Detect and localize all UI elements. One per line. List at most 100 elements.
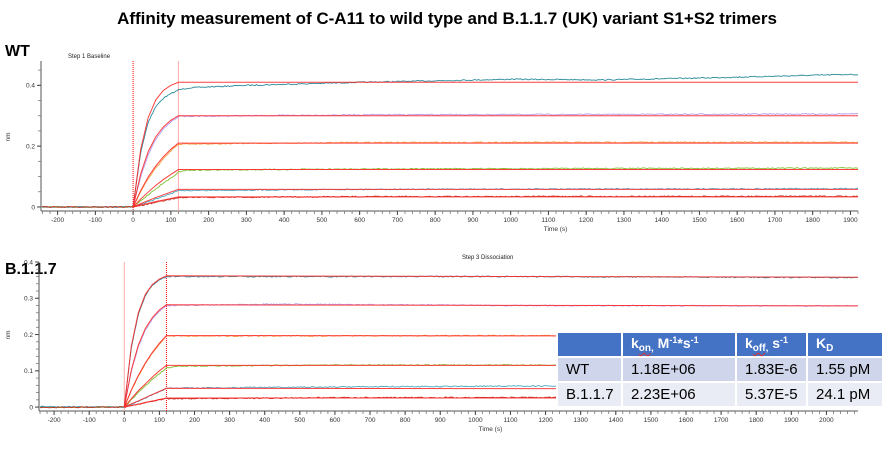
x-tick-label: 1500 <box>692 217 707 224</box>
x-tick-label: 200 <box>189 417 200 424</box>
x-tick-label: 1300 <box>617 217 632 224</box>
figure-title: Affinity measurement of C-A11 to wild ty… <box>117 9 777 28</box>
cell-kon: 2.23E+06 <box>621 381 737 408</box>
x-tick-label: 1200 <box>538 417 553 424</box>
kon-k: k <box>631 335 639 351</box>
step-annotation: Step 1 Baseline <box>68 54 111 60</box>
header-blank <box>556 331 623 358</box>
x-tick-label: 700 <box>392 217 403 224</box>
y-tick-label: 0 <box>31 204 35 211</box>
x-tick-label: 800 <box>400 417 411 424</box>
data-trace-4 <box>41 167 859 208</box>
x-tick-label: 1100 <box>541 217 555 224</box>
cell-kd: 1.55 pM <box>806 356 884 383</box>
wt-sensorgram-chart: 0 0.2 0.4 -200 -100 0 100 200 300 400 500 600 700 800… <box>5 54 859 233</box>
x-tick-label: -200 <box>51 217 64 224</box>
kon-unit: M <box>653 335 670 351</box>
fit-curve-2 <box>132 115 858 208</box>
x-tick-label: -100 <box>83 417 96 424</box>
kon-mid: *s <box>677 335 691 351</box>
kon-exp2: -1 <box>690 335 699 345</box>
x-tick-label: 1000 <box>468 417 483 424</box>
header-koff: koff, s-1 <box>735 331 808 358</box>
fit-curve-2 <box>123 304 859 408</box>
x-tick-label: 1900 <box>843 217 858 224</box>
x-tick-label: 900 <box>467 217 478 224</box>
koff-k: k <box>745 335 753 351</box>
x-tick-label: 0 <box>122 417 126 424</box>
fit-curve-1 <box>123 275 859 408</box>
x-tick-label: 800 <box>430 217 441 224</box>
kinetics-table: kon, M-1*s-1 koff, s-1 KD WT 1.18E+06 1.… <box>556 331 884 408</box>
data-trace-2 <box>41 112 859 209</box>
fit-curve-1 <box>132 81 858 208</box>
x-tick-label: 100 <box>165 217 176 224</box>
step-annotation: Step 3 Dissociation <box>462 255 513 261</box>
x-tick-label: 1700 <box>714 417 729 424</box>
cell-kd: 24.1 pM <box>806 381 884 408</box>
y-tick-label: 0.4 <box>24 259 33 266</box>
x-tick-label: 1400 <box>609 417 624 424</box>
panel-label-wt: WT <box>5 43 30 60</box>
x-tick-label: 700 <box>365 417 376 424</box>
x-tick-label: 0 <box>131 217 135 224</box>
y-axis-label: nm <box>5 132 12 141</box>
kon-sub: on, <box>638 343 654 354</box>
x-tick-label: 1800 <box>805 217 820 224</box>
x-tick-label: -100 <box>89 217 102 224</box>
y-tick-label: 0 <box>29 404 33 411</box>
cell-name: B.1.1.7 <box>556 381 623 408</box>
x-tick-label: 300 <box>241 217 252 224</box>
fit-curve-3 <box>132 142 858 208</box>
x-tick-label: 1500 <box>644 417 659 424</box>
x-tick-label: 400 <box>259 417 270 424</box>
fit-curve-3 <box>123 335 859 408</box>
x-tick-label: 2000 <box>819 417 834 424</box>
x-tick-label: 1100 <box>503 417 517 424</box>
x-axis-label: Time (s) <box>479 426 503 433</box>
x-tick-label: 300 <box>224 417 235 424</box>
y-tick-label: 0.2 <box>24 332 33 339</box>
koff-sub: off, <box>752 343 769 354</box>
cell-name: WT <box>556 356 623 383</box>
fit-curve-5 <box>132 188 858 208</box>
x-tick-label: 1300 <box>573 417 588 424</box>
data-trace-6 <box>41 195 859 208</box>
header-kd: KD <box>806 331 884 358</box>
cell-koff: 5.37E-5 <box>735 381 808 408</box>
y-axis-label: nm <box>5 330 12 339</box>
fit-curve-5 <box>124 387 859 408</box>
x-tick-label: 900 <box>435 417 446 424</box>
data-trace-5 <box>41 187 859 208</box>
x-tick-label: 1000 <box>503 217 518 224</box>
table-row: B.1.1.7 2.23E+06 5.37E-5 24.1 pM <box>556 381 884 408</box>
x-tick-label: 1900 <box>784 417 799 424</box>
y-tick-label: 0.3 <box>24 296 33 303</box>
data-trace-3 <box>41 141 859 208</box>
x-tick-label: 1600 <box>679 417 694 424</box>
x-tick-label: 600 <box>330 417 341 424</box>
x-tick-label: 500 <box>294 417 305 424</box>
cell-kon: 1.18E+06 <box>621 356 737 383</box>
x-tick-label: 400 <box>279 217 290 224</box>
x-tick-label: 1600 <box>730 217 745 224</box>
x-tick-label: 1700 <box>768 217 783 224</box>
x-tick-label: -200 <box>48 417 61 424</box>
y-tick-label: 0.4 <box>26 83 35 90</box>
panel-label-b117: B.1.1.7 <box>5 261 57 278</box>
y-tick-label: 0.2 <box>26 143 35 150</box>
fit-curve-6 <box>124 397 858 408</box>
table-header-row: kon, M-1*s-1 koff, s-1 KD <box>556 331 884 358</box>
header-kon: kon, M-1*s-1 <box>621 331 737 358</box>
x-tick-label: 600 <box>354 217 365 224</box>
x-tick-label: 500 <box>316 217 327 224</box>
x-tick-label: 1400 <box>654 217 669 224</box>
fit-curve-4 <box>132 169 858 208</box>
kd-k: K <box>816 335 827 351</box>
fit-curve-4 <box>123 364 858 408</box>
x-axis-label: Time (s) <box>544 226 568 233</box>
kd-sub: D <box>826 343 834 354</box>
table-row: WT 1.18E+06 1.83E-6 1.55 pM <box>556 356 884 383</box>
koff-unit: s <box>768 335 781 351</box>
